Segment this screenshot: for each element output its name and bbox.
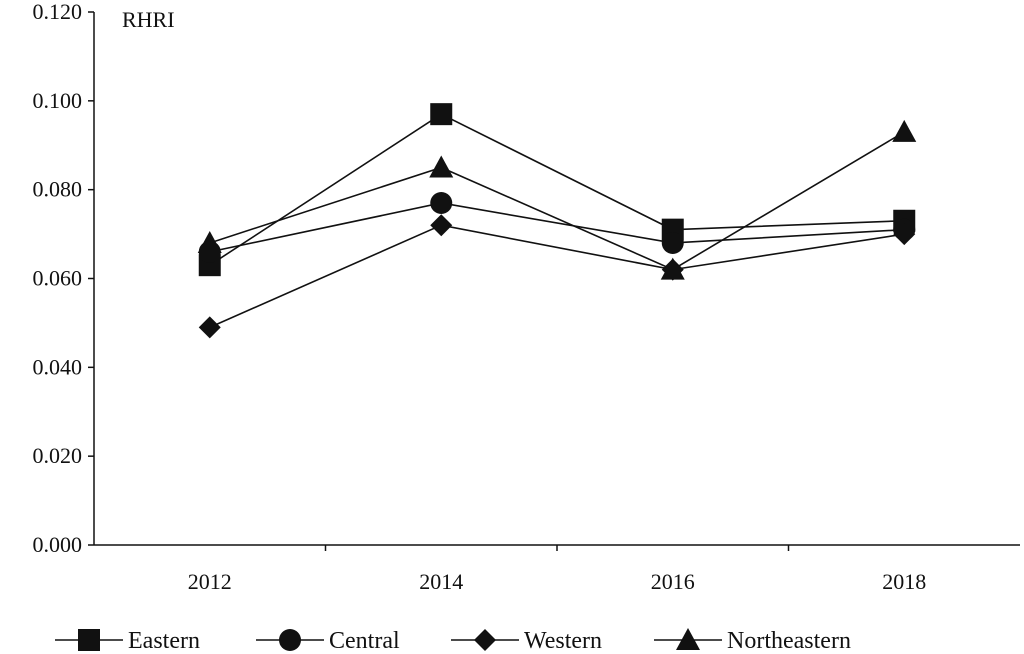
data-point-triangle xyxy=(660,257,685,280)
legend-item: Northeastern xyxy=(654,628,851,654)
data-point-diamond xyxy=(198,316,221,339)
legend-item: Central xyxy=(256,628,400,654)
data-point-diamond xyxy=(893,223,916,246)
data-point-circle xyxy=(430,191,453,214)
axes: 0.000 0.020 0.040 0.060 0.080 0.100 0.120 2012 2… xyxy=(33,0,1020,594)
legend-item: Western xyxy=(451,628,602,654)
legend-label: Western xyxy=(524,628,602,654)
data-point-square xyxy=(430,103,453,126)
x-tick-label: 2014 xyxy=(419,569,463,594)
y-tick-label: 0.080 xyxy=(33,177,83,202)
legend-marker-circle xyxy=(279,629,301,651)
series-line xyxy=(209,202,905,253)
legend-label: Eastern xyxy=(128,628,200,654)
series-line xyxy=(209,224,905,329)
data-point-diamond xyxy=(430,214,453,237)
legend-label: Northeastern xyxy=(727,628,851,654)
x-tick-label: 2018 xyxy=(882,569,926,594)
y-tick-label: 0.120 xyxy=(33,0,83,24)
series-western xyxy=(198,214,916,339)
series-northeastern xyxy=(197,119,917,280)
y-tick-label: 0.100 xyxy=(33,88,83,113)
data-point-triangle xyxy=(197,230,222,253)
series-line xyxy=(209,113,905,266)
legend-item: Eastern xyxy=(55,628,200,654)
y-tick-label: 0.000 xyxy=(33,532,83,557)
y-tick-label: 0.060 xyxy=(33,266,83,291)
data-point-triangle xyxy=(892,119,917,142)
data-point-circle xyxy=(661,231,684,254)
legend: Eastern Central Western Northeastern xyxy=(55,628,851,654)
series-line xyxy=(209,131,905,271)
y-tick-label: 0.040 xyxy=(33,354,83,379)
legend-marker-square xyxy=(78,629,100,651)
y-axis-title: RHRI xyxy=(122,7,175,32)
series-layer xyxy=(197,103,917,339)
legend-marker-diamond xyxy=(474,629,496,651)
x-tick-label: 2016 xyxy=(651,569,695,594)
data-point-triangle xyxy=(429,155,454,178)
legend-label: Central xyxy=(329,628,400,654)
legend-marker-triangle xyxy=(676,628,700,650)
x-tick-label: 2012 xyxy=(188,569,232,594)
y-tick-label: 0.020 xyxy=(33,443,83,468)
